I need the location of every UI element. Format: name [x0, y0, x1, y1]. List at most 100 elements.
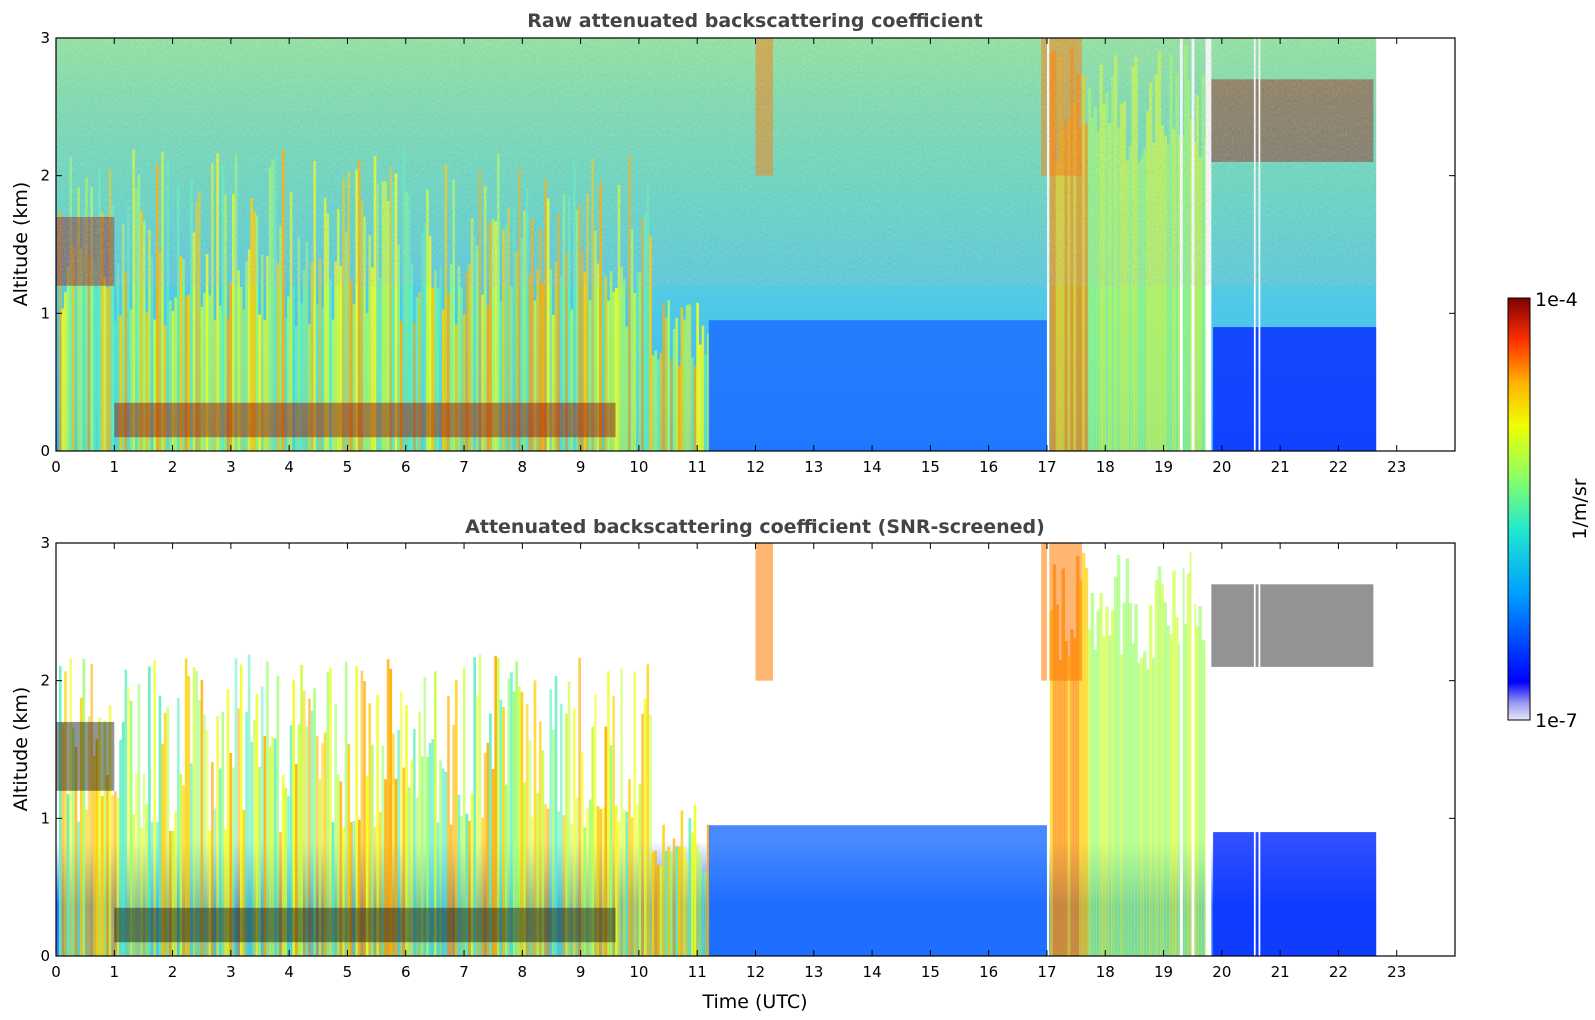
heatmap-column — [628, 155, 631, 451]
heatmap-column — [334, 703, 337, 956]
heatmap-column — [444, 771, 448, 956]
heatmap-column — [237, 270, 240, 451]
heatmap-column — [281, 149, 285, 451]
x-tick-label: 12 — [746, 963, 765, 981]
heatmap-column — [1102, 636, 1106, 956]
heatmap-column — [313, 688, 316, 956]
heatmap-column — [489, 222, 492, 451]
heatmap-column — [174, 811, 177, 956]
heatmap-gap — [1191, 543, 1195, 956]
heatmap-column — [229, 283, 233, 451]
heatmap-column — [649, 715, 652, 956]
heatmap-column — [255, 215, 259, 451]
heatmap-column — [1175, 617, 1179, 956]
heatmap-column — [1154, 580, 1159, 956]
heatmap-column — [397, 244, 400, 451]
heatmap-column — [1178, 644, 1182, 956]
heatmap-column — [234, 658, 238, 956]
x-tick-label: 2 — [168, 963, 178, 981]
heatmap-column — [1195, 627, 1200, 956]
heatmap-column — [1163, 135, 1167, 451]
heatmap-column — [630, 229, 634, 451]
heatmap-column — [308, 324, 311, 451]
heatmap-column — [667, 846, 671, 956]
heatmap-column — [436, 822, 440, 956]
heatmap-column — [436, 288, 440, 451]
heatmap-column — [1160, 125, 1165, 451]
heatmap-column — [565, 713, 568, 956]
heatmap-column — [66, 794, 70, 956]
x-tick-label: 20 — [1212, 458, 1231, 476]
heatmap-column — [546, 198, 550, 451]
heatmap-column — [554, 675, 558, 956]
heatmap-column — [701, 872, 705, 956]
heatmap-column — [457, 265, 461, 451]
heatmap-no-data — [1376, 543, 1455, 956]
heatmap-column — [706, 824, 710, 956]
heatmap-column — [218, 305, 222, 451]
heatmap-column — [588, 799, 592, 956]
y-tick-label: 2 — [40, 167, 50, 185]
heatmap-column — [1128, 146, 1132, 452]
heatmap-column — [691, 832, 694, 956]
heatmap-column — [523, 782, 526, 956]
heatmap-column — [510, 286, 513, 451]
heatmap-column — [373, 155, 377, 451]
heatmap-column — [431, 287, 435, 451]
heatmap-column — [331, 822, 335, 956]
heatmap-column — [305, 242, 309, 451]
heatmap-column — [142, 773, 146, 956]
heatmap-column — [386, 659, 390, 956]
heatmap-column — [1131, 643, 1135, 956]
heatmap-column — [1064, 641, 1068, 956]
x-tick-label: 4 — [284, 963, 294, 981]
heatmap-column — [1178, 135, 1182, 451]
heatmap-column — [413, 322, 416, 451]
heatmap-column — [439, 760, 442, 956]
heatmap-column — [696, 844, 699, 956]
heatmap-column — [74, 746, 78, 956]
heatmap-column — [538, 228, 542, 451]
heatmap-column — [1157, 566, 1162, 956]
heatmap-column — [368, 235, 372, 451]
heatmap-column — [336, 208, 340, 451]
heatmap-column — [1137, 663, 1141, 956]
heatmap-column — [389, 668, 393, 956]
heatmap-column — [394, 778, 398, 956]
heatmap-column — [221, 165, 225, 451]
heatmap-column — [93, 756, 96, 956]
heatmap-column — [1151, 142, 1156, 451]
x-tick-label: 1 — [110, 963, 120, 981]
heatmap-column — [656, 359, 660, 451]
heatmap-column — [670, 359, 673, 451]
heatmap-column — [203, 714, 206, 956]
heatmap-column — [329, 278, 332, 451]
x-tick-label: 10 — [629, 458, 648, 476]
heatmap-column — [381, 181, 385, 452]
heatmap-column — [155, 163, 159, 451]
heatmap-column — [496, 153, 500, 451]
heatmap-column — [302, 269, 306, 451]
x-tick-label: 19 — [1154, 458, 1173, 476]
heatmap-column — [1116, 127, 1121, 452]
heatmap-gap — [1046, 543, 1050, 956]
heatmap-feature — [755, 543, 773, 681]
heatmap-column — [334, 261, 337, 451]
heatmap-column — [247, 654, 251, 956]
heatmap-column — [226, 318, 230, 451]
heatmap-column — [680, 810, 684, 956]
heatmap-column — [646, 664, 650, 956]
colorbar-scale — [1507, 297, 1531, 721]
heatmap-column — [625, 811, 629, 956]
x-tick-label: 18 — [1096, 458, 1115, 476]
heatmap-column — [457, 794, 461, 956]
heatmap-column — [247, 249, 251, 451]
heatmap-column — [350, 822, 353, 956]
heatmap-column — [1079, 128, 1083, 451]
heatmap-no-data — [1376, 38, 1455, 451]
heatmap-column — [98, 717, 101, 956]
heatmap-column — [1163, 602, 1167, 956]
heatmap-column — [279, 226, 282, 451]
heatmap-column — [628, 779, 631, 956]
heatmap-column — [310, 262, 314, 451]
